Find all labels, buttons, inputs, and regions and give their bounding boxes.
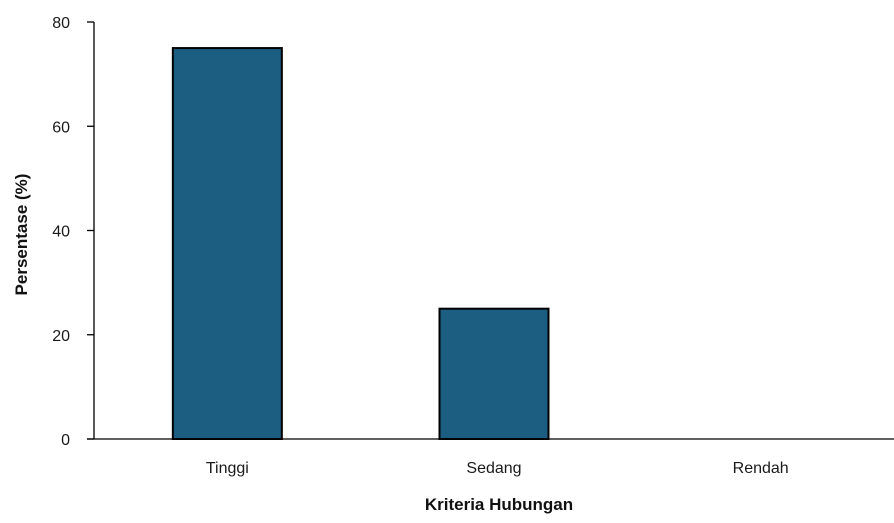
y-axis: 0 20 40 60 80 (52, 15, 95, 449)
x-category-label: Rendah (733, 460, 789, 477)
bars (171, 47, 550, 440)
y-axis-title: Persentase (%) (12, 174, 31, 296)
y-tick-label: 80 (52, 15, 70, 32)
x-category-label: Sedang (466, 460, 521, 477)
y-tick-label: 20 (52, 328, 70, 345)
y-tick-label: 60 (52, 119, 70, 136)
bar-sedang (438, 307, 550, 440)
x-axis-title: Kriteria Hubungan (425, 495, 573, 514)
y-tick-label: 40 (52, 224, 70, 241)
y-tick-label: 0 (61, 432, 70, 449)
bar-tinggi (171, 47, 283, 440)
category-labels: Tinggi Sedang Rendah (206, 460, 789, 477)
x-category-label: Tinggi (206, 460, 249, 477)
